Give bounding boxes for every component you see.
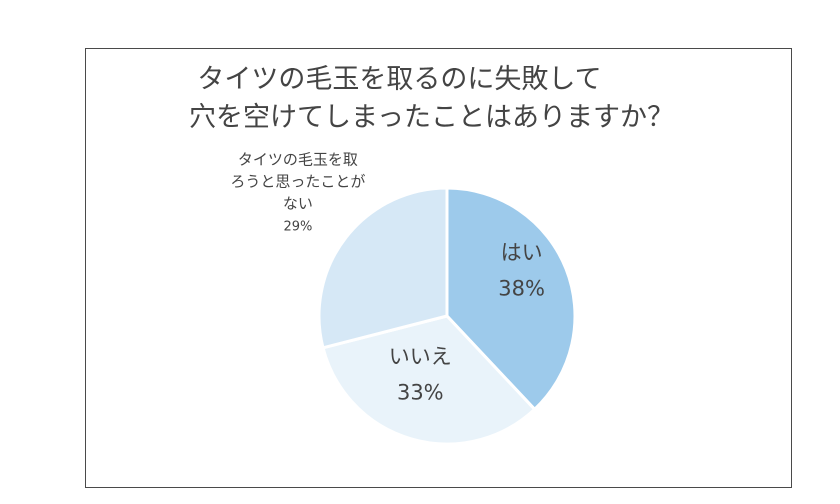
slice-label-line-1-1: はい [501, 241, 543, 265]
pie-slice-1 [445, 186, 577, 411]
slice-label-line-3-1: タイツの毛玉を取 [238, 151, 358, 169]
slice-label-line-2-1: いいえ [389, 344, 452, 368]
slice-label-2: いいえ 33% [389, 344, 452, 404]
chart-title-line-2: 穴を空けてしまったことはありますか？ [189, 102, 674, 133]
pie-slice-3 [317, 186, 449, 350]
slice-label-line-3-3: ない [283, 195, 313, 213]
slice-value-1: 38% [498, 277, 545, 301]
pie-slice-2 [321, 314, 537, 446]
chart-title: タイツの毛玉を取るのに失敗して 穴を空けてしまったことはありますか？ [86, 61, 791, 137]
pie-chart: はい 38% いいえ 33% タイツの毛玉を取ろうと思ったことがない 29% [230, 151, 577, 446]
slice-label-3: タイツの毛玉を取ろうと思ったことがない 29% [230, 151, 365, 235]
slice-label-1: はい 38% [498, 241, 545, 301]
slice-value-2: 33% [397, 380, 444, 404]
slice-value-3: 29% [283, 220, 312, 235]
chart-frame: タイツの毛玉を取るのに失敗して 穴を空けてしまったことはありますか？ はい 38%… [85, 48, 792, 488]
chart-title-line-1: タイツの毛玉を取るのに失敗して [197, 64, 602, 95]
slice-label-line-3-2: ろうと思ったことが [230, 173, 365, 191]
